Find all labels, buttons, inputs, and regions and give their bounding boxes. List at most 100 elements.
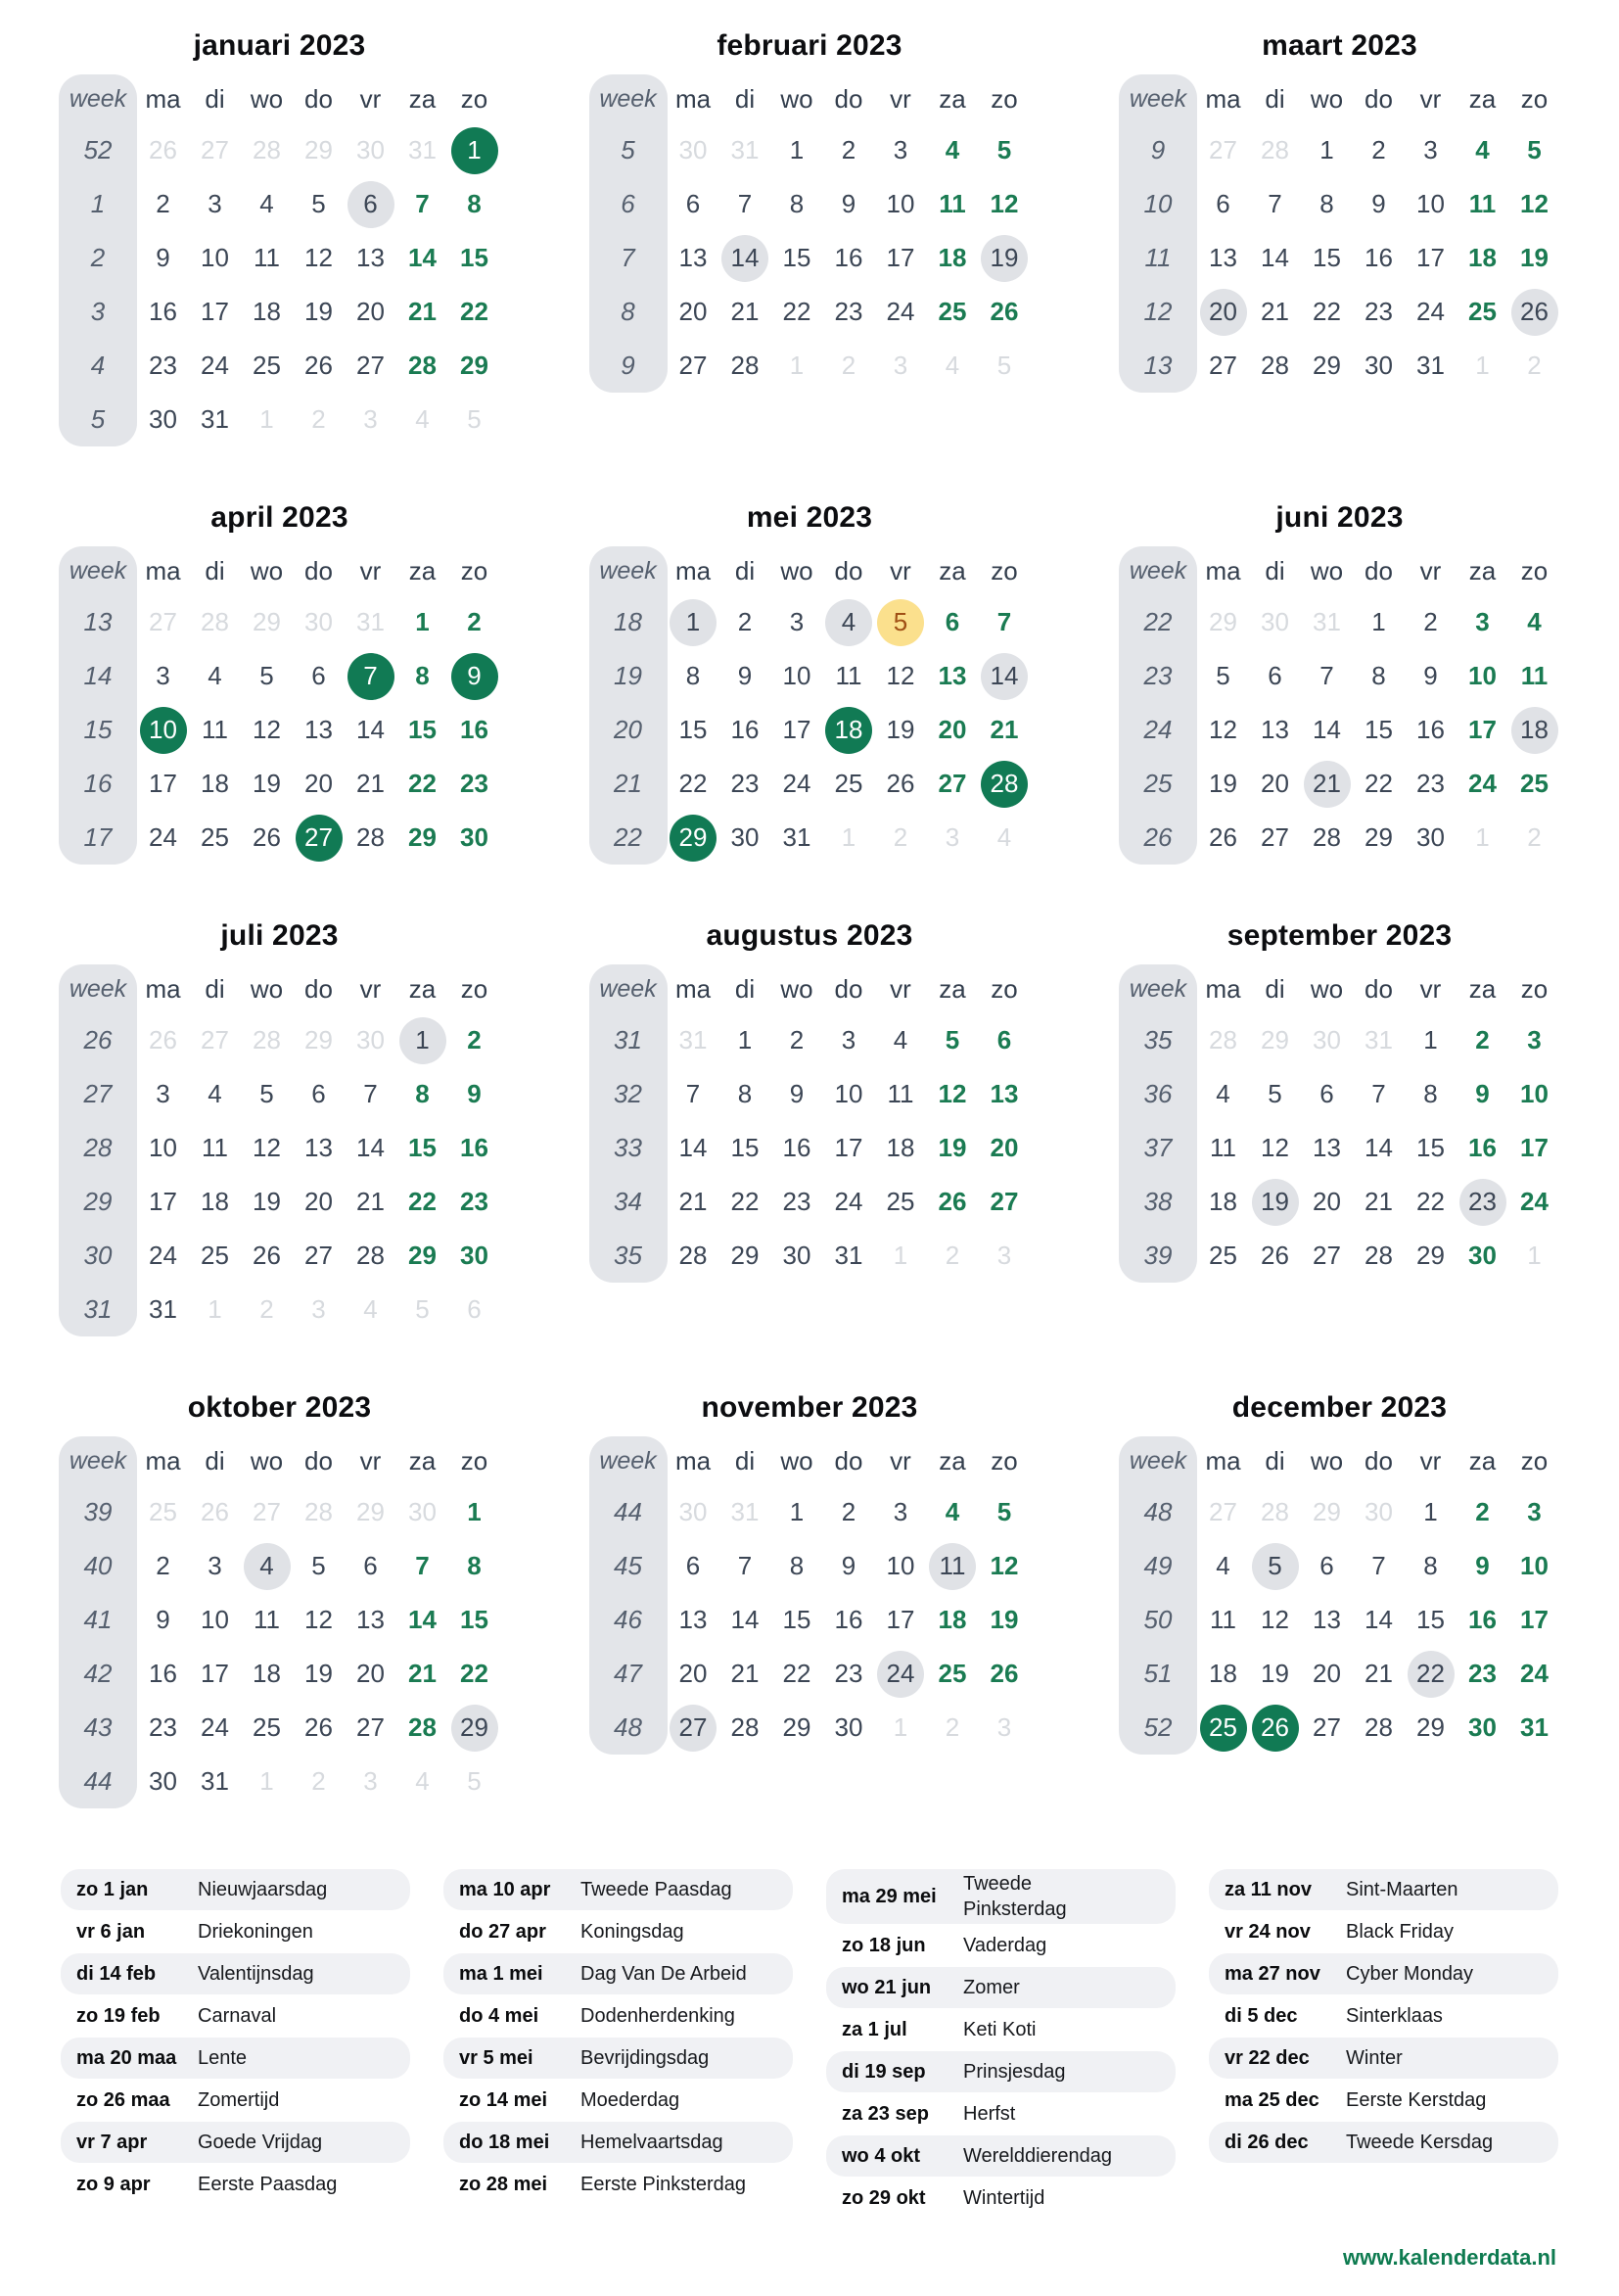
day-number: 8	[789, 1551, 805, 1580]
day-cell: 2	[448, 1013, 500, 1067]
weekday-header: za	[939, 83, 966, 114]
day-number: 27	[304, 1241, 333, 1270]
day-cell: 2	[823, 1485, 875, 1539]
holiday-date: vr 7 apr	[76, 2131, 148, 2153]
day-cell: 6	[293, 649, 345, 703]
day-cell: 27	[1197, 1485, 1249, 1539]
day-number: 7	[363, 1079, 378, 1108]
day-cell: 18	[1508, 703, 1560, 757]
day-number: 7	[1319, 661, 1334, 690]
holiday-date: di 19 sep	[842, 2060, 926, 2083]
day-cell: 30	[1353, 339, 1405, 393]
day-cell: 18	[189, 757, 241, 811]
day-cell: 31	[1353, 1013, 1405, 1067]
day-number: 6	[685, 189, 701, 218]
day-cell: 27	[1301, 1229, 1353, 1283]
week-number: 49	[1119, 1539, 1197, 1593]
week-number: 31	[588, 1013, 668, 1067]
event-gray-circle: 24	[877, 1650, 924, 1698]
day-cell: 7	[1301, 649, 1353, 703]
day-number: 30	[304, 607, 333, 636]
day-number: 5	[311, 189, 326, 218]
event-gray-circle: 20	[1199, 288, 1247, 336]
day-cell: 26	[979, 285, 1031, 339]
day-number: 27	[253, 1497, 281, 1526]
day-cell: 7	[1353, 1067, 1405, 1121]
day-cell: 31	[719, 123, 771, 177]
holiday-column: ma 10 apr Tweede Paasdag do 27 apr Konin…	[443, 1869, 793, 2206]
day-number: 24	[1468, 769, 1497, 798]
week-number: 39	[1119, 1229, 1197, 1283]
event-gray-circle: 18	[1510, 706, 1558, 754]
day-cell: 15	[771, 231, 823, 285]
day-cell: 24	[1405, 285, 1457, 339]
day-number: 8	[1319, 189, 1334, 218]
day-number: 9	[737, 661, 753, 690]
day-number: 18	[938, 243, 967, 272]
day-number: 13	[356, 243, 385, 272]
month-grid: week ma di wo do vr za zo 52 26 27 28 29 30 31 1 1 2 3 4 5 6 7…	[59, 74, 500, 446]
day-cell: 15	[668, 703, 719, 757]
holiday-date: ma 1 mei	[459, 1962, 543, 1985]
day-cell: 5	[1508, 123, 1560, 177]
day-cell: 13	[668, 231, 719, 285]
day-cell: 29	[293, 1013, 345, 1067]
day-number: 4	[945, 351, 960, 380]
month-grid: week ma di wo do vr za zo 5 30 31 1 2 3 4 5 6 6 7 8 9 10 11 12 7…	[588, 74, 1031, 393]
day-cell: 4	[396, 1755, 448, 1808]
holiday-row: zo 19 feb Carnaval	[61, 1995, 410, 2037]
day-cell: 12	[1197, 703, 1249, 757]
day-number: 6	[945, 607, 960, 636]
day-number: 8	[1423, 1079, 1438, 1108]
day-number: 14	[356, 715, 385, 744]
day-number: 27	[938, 769, 967, 798]
day-cell: 24	[1508, 1647, 1560, 1701]
day-cell: 5	[1197, 649, 1249, 703]
day-cell: 3	[293, 1283, 345, 1336]
month-calendar: december 2023 week ma di wo do vr za zo 48 27 28 29…	[1119, 1391, 1560, 1755]
day-cell: 24	[875, 285, 927, 339]
day-cell: 28	[189, 595, 241, 649]
day-cell: 29	[345, 1485, 396, 1539]
day-number: 7	[1371, 1551, 1386, 1580]
day-cell: 3	[137, 649, 189, 703]
day-cell: 12	[293, 1593, 345, 1647]
day-number: 21	[1365, 1659, 1393, 1688]
day-cell: 27	[345, 1701, 396, 1755]
day-cell: 28	[719, 339, 771, 393]
day-number: 15	[460, 1605, 488, 1634]
holiday-date: zo 18 jun	[842, 1934, 926, 1956]
day-number: 3	[208, 189, 222, 218]
day-number: 31	[1313, 607, 1341, 636]
website-link[interactable]: www.kalenderdata.nl	[1342, 2245, 1556, 2270]
day-number: 20	[304, 769, 333, 798]
day-cell: 4	[927, 1485, 979, 1539]
day-number: 8	[685, 661, 701, 690]
day-number: 29	[1313, 351, 1341, 380]
week-number: 33	[588, 1121, 668, 1175]
day-cell: 19	[293, 1647, 345, 1701]
day-number: 25	[201, 1241, 229, 1270]
day-cell: 1	[1405, 1013, 1457, 1067]
holiday-name: Zomertijd	[198, 2089, 280, 2111]
day-cell: 13	[1301, 1121, 1353, 1175]
day-number: 11	[887, 1079, 914, 1108]
day-number: 23	[149, 1712, 177, 1742]
week-number: 22	[588, 811, 668, 865]
holiday-date: ma 27 nov	[1225, 1962, 1320, 1985]
day-number: 26	[990, 1659, 1019, 1688]
day-number: 28	[253, 1025, 281, 1054]
day-number: 25	[253, 1712, 281, 1742]
holiday-name: Winter	[1346, 2047, 1403, 2069]
day-number: 10	[1520, 1551, 1549, 1580]
day-cell: 23	[1457, 1175, 1508, 1229]
week-number: 20	[588, 703, 668, 757]
day-cell: 25	[241, 1701, 293, 1755]
day-number: 25	[938, 1659, 967, 1688]
day-cell: 29	[1405, 1701, 1457, 1755]
day-cell: 8	[1405, 1539, 1457, 1593]
day-number: 29	[782, 1712, 811, 1742]
day-number: 6	[467, 1294, 482, 1324]
weekday-header: vr	[359, 83, 382, 114]
day-cell: 23	[1353, 285, 1405, 339]
